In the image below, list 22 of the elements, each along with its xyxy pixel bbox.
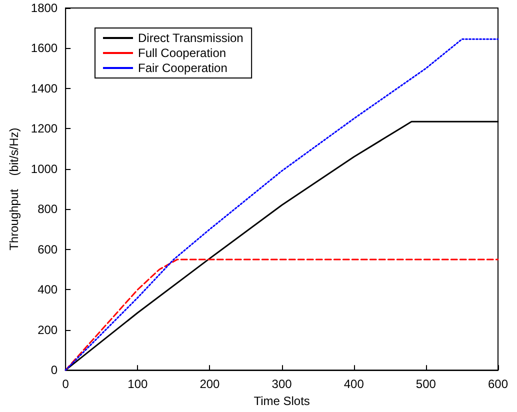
x-tick-label: 400 [344, 377, 364, 392]
legend-label: Direct Transmission [138, 31, 244, 45]
y-axis-title: Throughput (bit/s/Hz) [7, 128, 21, 250]
y-tick-label: 400 [38, 282, 58, 297]
x-tick-label: 0 [62, 377, 70, 392]
y-tick-label: 200 [38, 322, 58, 337]
y-tick-label: 1600 [30, 41, 58, 56]
x-axis-title: Time Slots [254, 394, 310, 408]
x-tick-label: 600 [488, 377, 508, 392]
y-tick-label: 1400 [30, 81, 58, 96]
y-tick-label: 0 [50, 363, 58, 378]
y-tick-label: 1000 [30, 162, 58, 176]
y-tick-label: 600 [38, 242, 58, 256]
legend-label: Full Cooperation [138, 46, 226, 60]
x-tick-label: 300 [272, 377, 292, 392]
y-tick-label: 1800 [30, 1, 58, 15]
x-tick-label: 100 [128, 377, 148, 392]
legend-label: Fair Cooperation [138, 61, 228, 75]
y-tick-label: 800 [38, 202, 58, 216]
x-tick-label: 200 [200, 377, 220, 392]
y-tick-label: 1200 [30, 122, 58, 136]
x-tick-label: 500 [416, 377, 436, 392]
